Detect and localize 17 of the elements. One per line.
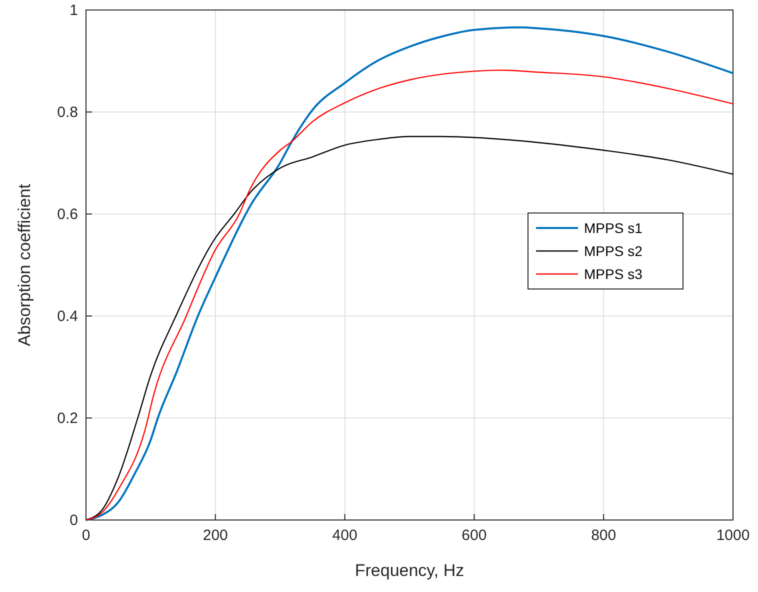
x-tick-label: 200 [202,527,228,544]
legend-label: MPPS s1 [584,220,643,236]
x-tick-label: 400 [332,527,358,544]
x-tick-label: 1000 [716,527,750,544]
y-tick-label: 0.8 [57,104,78,121]
x-tick-label: 0 [82,527,90,544]
y-tick-label: 0.4 [57,308,78,325]
x-tick-label: 600 [462,527,487,544]
y-tick-label: 0.6 [57,206,78,223]
legend-label: MPPS s3 [584,266,643,282]
x-tick-label: 800 [591,527,616,544]
y-tick-label: 0 [70,512,78,529]
y-tick-label: 0.2 [57,410,78,427]
legend-label: MPPS s2 [584,243,643,259]
y-tick-label: 1 [70,2,78,19]
x-axis-title: Frequency, Hz [354,561,464,580]
y-axis-title: Absorption coefficient [15,184,34,346]
